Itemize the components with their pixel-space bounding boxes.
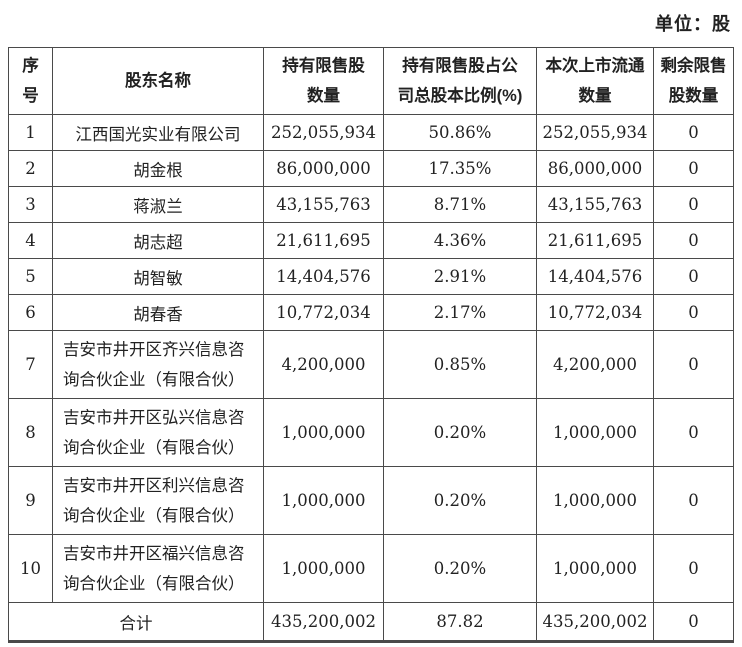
table-row: 1 江西国光实业有限公司 252,055,934 50.86% 252,055,… <box>8 114 734 151</box>
cell-restricted-shares: 21,611,695 <box>263 222 384 259</box>
cell-restricted-ratio: 0.20% <box>383 398 537 467</box>
cell-remaining-shares: 0 <box>653 534 734 603</box>
cell-restricted-shares: 14,404,576 <box>263 258 384 295</box>
col-header-no: 序 号 <box>8 47 53 115</box>
cell-restricted-ratio: 4.36% <box>383 222 537 259</box>
table-row: 10 吉安市井开区福兴信息咨询合伙企业（有限合伙） 1,000,000 0.20… <box>8 534 734 603</box>
table-row: 3 蒋淑兰 43,155,763 8.71% 43,155,763 0 <box>8 186 734 223</box>
cell-no: 5 <box>8 258 53 295</box>
cell-restricted-shares: 10,772,034 <box>263 294 384 331</box>
cell-restricted-ratio: 8.71% <box>383 186 537 223</box>
col-header-shareholder-name: 股东名称 <box>52 47 264 115</box>
cell-circulating-shares: 1,000,000 <box>536 466 654 535</box>
cell-circulating-shares: 86,000,000 <box>536 150 654 187</box>
cell-shareholder-name: 胡智敏 <box>52 258 264 295</box>
col-header-remaining-shares: 剩余限售 股数量 <box>653 47 734 115</box>
table-row: 6 胡春香 10,772,034 2.17% 10,772,034 0 <box>8 294 734 331</box>
cell-no: 10 <box>8 534 53 603</box>
cell-shareholder-name: 吉安市井开区利兴信息咨询合伙企业（有限合伙） <box>52 466 264 535</box>
cell-shareholder-name: 胡春香 <box>52 294 264 331</box>
cell-no: 2 <box>8 150 53 187</box>
col-header-restricted-shares: 持有限售股 数量 <box>263 47 384 115</box>
cell-circulating-shares: 1,000,000 <box>536 398 654 467</box>
cell-no: 9 <box>8 466 53 535</box>
total-remaining-shares: 0 <box>653 602 734 642</box>
cell-circulating-shares: 10,772,034 <box>536 294 654 331</box>
cell-restricted-ratio: 50.86% <box>383 114 537 151</box>
document-page: 单位：股 序 号 股东名称 持有限售股 数量 持有限售股占公 司总股本比例(%)… <box>8 10 734 643</box>
cell-circulating-shares: 252,055,934 <box>536 114 654 151</box>
cell-shareholder-name: 吉安市井开区齐兴信息咨询合伙企业（有限合伙） <box>52 330 264 399</box>
cell-shareholder-name: 吉安市井开区福兴信息咨询合伙企业（有限合伙） <box>52 534 264 603</box>
cell-shareholder-name: 胡志超 <box>52 222 264 259</box>
cell-remaining-shares: 0 <box>653 294 734 331</box>
cell-restricted-shares: 1,000,000 <box>263 534 384 603</box>
col-header-circulating-shares: 本次上市流通 数量 <box>536 47 654 115</box>
cell-shareholder-name: 吉安市井开区弘兴信息咨询合伙企业（有限合伙） <box>52 398 264 467</box>
cell-restricted-ratio: 2.91% <box>383 258 537 295</box>
cell-restricted-shares: 1,000,000 <box>263 466 384 535</box>
cell-remaining-shares: 0 <box>653 186 734 223</box>
shareholders-table: 序 号 股东名称 持有限售股 数量 持有限售股占公 司总股本比例(%) 本次上市… <box>8 47 734 643</box>
cell-no: 3 <box>8 186 53 223</box>
total-label: 合计 <box>8 602 264 642</box>
cell-shareholder-name: 蒋淑兰 <box>52 186 264 223</box>
cell-restricted-ratio: 2.17% <box>383 294 537 331</box>
cell-restricted-shares: 252,055,934 <box>263 114 384 151</box>
cell-remaining-shares: 0 <box>653 222 734 259</box>
cell-no: 1 <box>8 114 53 151</box>
cell-no: 4 <box>8 222 53 259</box>
cell-remaining-shares: 0 <box>653 398 734 467</box>
table-header: 序 号 股东名称 持有限售股 数量 持有限售股占公 司总股本比例(%) 本次上市… <box>8 47 734 115</box>
header-row: 序 号 股东名称 持有限售股 数量 持有限售股占公 司总股本比例(%) 本次上市… <box>8 47 734 115</box>
cell-circulating-shares: 43,155,763 <box>536 186 654 223</box>
col-header-restricted-ratio: 持有限售股占公 司总股本比例(%) <box>383 47 537 115</box>
cell-no: 6 <box>8 294 53 331</box>
cell-restricted-ratio: 0.20% <box>383 534 537 603</box>
cell-shareholder-name: 江西国光实业有限公司 <box>52 114 264 151</box>
cell-remaining-shares: 0 <box>653 330 734 399</box>
total-restricted-shares: 435,200,002 <box>263 602 384 642</box>
total-restricted-ratio: 87.82 <box>383 602 537 642</box>
cell-no: 8 <box>8 398 53 467</box>
total-circulating-shares: 435,200,002 <box>536 602 654 642</box>
cell-circulating-shares: 1,000,000 <box>536 534 654 603</box>
table-row: 2 胡金根 86,000,000 17.35% 86,000,000 0 <box>8 150 734 187</box>
cell-no: 7 <box>8 330 53 399</box>
cell-circulating-shares: 21,611,695 <box>536 222 654 259</box>
cell-circulating-shares: 14,404,576 <box>536 258 654 295</box>
table-row: 4 胡志超 21,611,695 4.36% 21,611,695 0 <box>8 222 734 259</box>
table-row: 5 胡智敏 14,404,576 2.91% 14,404,576 0 <box>8 258 734 295</box>
cell-circulating-shares: 4,200,000 <box>536 330 654 399</box>
cell-remaining-shares: 0 <box>653 150 734 187</box>
cell-restricted-ratio: 0.85% <box>383 330 537 399</box>
cell-remaining-shares: 0 <box>653 114 734 151</box>
table-row: 8 吉安市井开区弘兴信息咨询合伙企业（有限合伙） 1,000,000 0.20%… <box>8 398 734 467</box>
cell-remaining-shares: 0 <box>653 466 734 535</box>
cell-shareholder-name: 胡金根 <box>52 150 264 187</box>
unit-label: 单位：股 <box>655 14 731 34</box>
cell-restricted-ratio: 0.20% <box>383 466 537 535</box>
cell-restricted-shares: 86,000,000 <box>263 150 384 187</box>
total-row: 合计 435,200,002 87.82 435,200,002 0 <box>8 602 734 642</box>
table-body: 1 江西国光实业有限公司 252,055,934 50.86% 252,055,… <box>8 114 734 642</box>
table-row: 7 吉安市井开区齐兴信息咨询合伙企业（有限合伙） 4,200,000 0.85%… <box>8 330 734 399</box>
cell-remaining-shares: 0 <box>653 258 734 295</box>
table-row: 9 吉安市井开区利兴信息咨询合伙企业（有限合伙） 1,000,000 0.20%… <box>8 466 734 535</box>
cell-restricted-shares: 1,000,000 <box>263 398 384 467</box>
cell-restricted-shares: 43,155,763 <box>263 186 384 223</box>
cell-restricted-ratio: 17.35% <box>383 150 537 187</box>
cell-restricted-shares: 4,200,000 <box>263 330 384 399</box>
